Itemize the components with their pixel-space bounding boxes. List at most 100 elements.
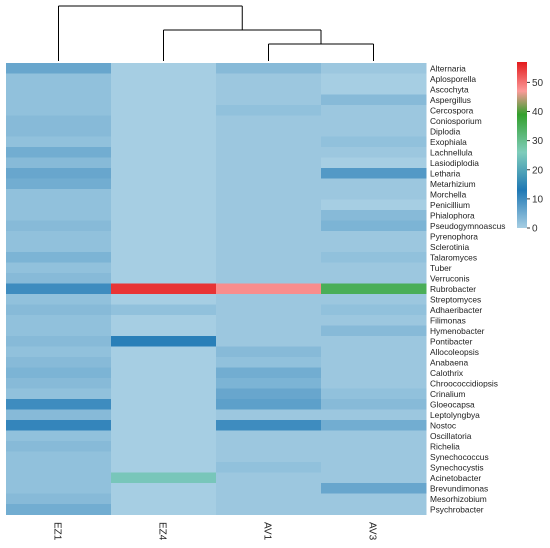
heatmap-cell	[6, 472, 112, 484]
heatmap-cell	[6, 451, 112, 463]
heatmap-cell	[216, 273, 322, 284]
heatmap-cell	[111, 220, 217, 232]
heatmap-cell	[111, 147, 217, 158]
heatmap-cell	[111, 420, 217, 431]
heatmap-cell	[321, 283, 427, 295]
heatmap-cell	[111, 378, 217, 389]
heatmap-cell	[111, 189, 217, 200]
heatmap-cell	[6, 325, 112, 337]
heatmap-cell	[321, 378, 427, 389]
heatmap-cell	[111, 73, 217, 85]
row-label: Ascochyta	[430, 84, 469, 94]
heatmap-cell	[111, 304, 217, 316]
heatmap-cell	[111, 472, 217, 484]
heatmap-cell	[321, 126, 427, 137]
heatmap-cell	[6, 147, 112, 158]
heatmap-cell	[111, 462, 217, 473]
heatmap-cell	[6, 483, 112, 494]
heatmap-cell	[216, 451, 322, 463]
heatmap-cell	[6, 294, 112, 305]
heatmap-cell	[6, 420, 112, 431]
heatmap-cell	[6, 462, 112, 473]
heatmap-cell	[6, 210, 112, 221]
heatmap-cell	[6, 493, 112, 505]
heatmap-cell	[111, 126, 217, 137]
heatmap-cell	[321, 315, 427, 326]
row-label: Filimonas	[430, 315, 466, 325]
column-label: AV3	[367, 522, 378, 541]
heatmap-cell	[321, 157, 427, 169]
heatmap-cell	[6, 136, 112, 148]
heatmap-cell	[216, 147, 322, 158]
heatmap-cell	[6, 241, 112, 253]
heatmap-cell	[6, 409, 112, 421]
row-label: Cercospora	[430, 105, 474, 115]
heatmap-cell	[216, 304, 322, 316]
column-labels: EZ1 EZ4 AV1 AV3	[52, 522, 378, 541]
heatmap-cell	[6, 252, 112, 263]
heatmap-cell	[111, 483, 217, 494]
heatmap-cell	[111, 336, 217, 347]
heatmap-cell	[111, 357, 217, 368]
heatmap-cell	[216, 220, 322, 232]
heatmap-cell	[111, 63, 217, 74]
row-label: Pontibacter	[430, 336, 473, 346]
row-label: Verruconis	[430, 273, 470, 283]
heatmap-cell	[216, 504, 322, 515]
heatmap-cell	[6, 315, 112, 326]
heatmap-cell	[216, 210, 322, 221]
heatmap-cell	[111, 441, 217, 452]
row-label: Synechocystis	[430, 462, 484, 472]
heatmap-cell	[216, 483, 322, 494]
heatmap-cell	[111, 399, 217, 410]
heatmap-cell	[111, 105, 217, 116]
heatmap-cell	[321, 231, 427, 242]
heatmap-cell	[216, 105, 322, 116]
colorbar-ticks: 0 10 20 30 40 50	[527, 78, 544, 235]
heatmap-cell	[6, 399, 112, 410]
row-label: Streptomyces	[430, 294, 481, 304]
row-label: Talaromyces	[430, 252, 477, 262]
heatmap-cell	[216, 346, 322, 358]
heatmap-cell	[6, 63, 112, 74]
heatmap-cell	[321, 105, 427, 116]
heatmap-cell	[216, 493, 322, 505]
heatmap-cell	[111, 199, 217, 211]
heatmap-cell	[111, 409, 217, 421]
heatmap-cell	[6, 94, 112, 106]
heatmap-cell	[6, 189, 112, 200]
colorbar	[517, 62, 527, 228]
heatmap-cell	[321, 430, 427, 442]
row-label: Brevundimonas	[430, 483, 488, 493]
heatmap-cell	[321, 441, 427, 452]
heatmap-cell	[6, 126, 112, 137]
heatmap-cell	[6, 199, 112, 211]
colorbar-tick-label: 10	[532, 194, 544, 205]
heatmap-cell	[216, 199, 322, 211]
colorbar-tick-label: 30	[532, 136, 544, 147]
heatmap-cell	[321, 220, 427, 232]
row-label: Gloeocapsa	[430, 399, 475, 409]
row-label: Aspergillus	[430, 95, 471, 105]
row-label: Letharia	[430, 168, 461, 178]
row-label: Allocoleopsis	[430, 347, 479, 357]
heatmap-cell	[6, 346, 112, 358]
heatmap-cell	[216, 241, 322, 253]
heatmap-cell	[321, 63, 427, 74]
heatmap-cell	[321, 472, 427, 484]
heatmap-cell	[321, 483, 427, 494]
row-label: Pseudogymnoascus	[430, 221, 505, 231]
heatmap-cell	[321, 367, 427, 379]
row-label: Acinetobacter	[430, 473, 481, 483]
heatmap-cell	[111, 84, 217, 95]
heatmap-cell	[321, 147, 427, 158]
heatmap-cell	[216, 283, 322, 295]
row-label: Lachnellula	[430, 147, 473, 157]
heatmap-cell	[321, 94, 427, 106]
heatmap-cell	[321, 262, 427, 274]
heatmap-cell	[216, 378, 322, 389]
heatmap-cell	[321, 178, 427, 190]
heatmap-cell	[216, 441, 322, 452]
heatmap-cell	[321, 388, 427, 400]
row-label: Adhaeribacter	[430, 305, 482, 315]
